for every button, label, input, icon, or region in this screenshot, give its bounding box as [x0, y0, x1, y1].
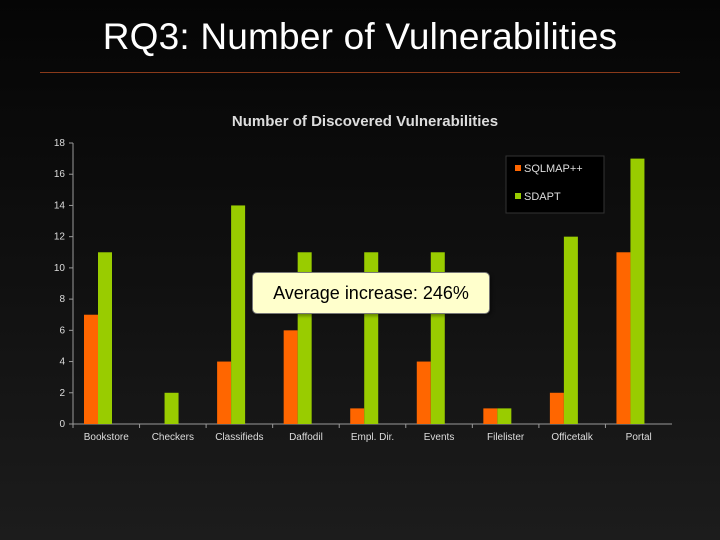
x-tick-label: Daffodil — [289, 432, 323, 443]
legend-swatch — [515, 165, 521, 171]
bar-sqlmap-classifieds — [217, 361, 232, 424]
y-tick-label: 0 — [59, 419, 65, 430]
y-tick-label: 16 — [54, 169, 66, 180]
x-tick-label: Empl. Dir. — [351, 432, 394, 443]
bar-sqlmap-events — [416, 361, 431, 424]
y-tick-label: 18 — [54, 138, 66, 149]
y-tick-label: 10 — [54, 263, 66, 274]
x-tick-label: Events — [424, 432, 455, 443]
x-tick-label: Checkers — [152, 432, 194, 443]
legend-label: SQLMAP++ — [524, 163, 583, 175]
y-tick-label: 14 — [54, 200, 66, 211]
x-tick-label: Filelister — [487, 432, 525, 443]
bar-sdapt-filelister — [497, 408, 512, 424]
x-tick-label: Bookstore — [84, 432, 129, 443]
y-tick-label: 6 — [59, 325, 65, 336]
bar-sdapt-bookstore — [98, 252, 112, 424]
x-tick-label: Portal — [626, 432, 652, 443]
y-tick-label: 12 — [54, 232, 66, 243]
x-tick-label: Classifieds — [215, 432, 263, 443]
bar-sdapt-officetalk — [563, 236, 578, 424]
bar-sqlmap-filelister — [483, 408, 498, 424]
bar-sqlmap-portal — [616, 252, 631, 424]
average-increase-callout: Average increase: 246% — [252, 272, 490, 314]
bar-sqlmap-officetalk — [549, 392, 564, 424]
chart-title: Number of Discovered Vulnerabilities — [232, 113, 498, 130]
bar-sqlmap-bookstore — [84, 314, 98, 424]
y-tick-label: 2 — [59, 388, 65, 399]
bar-sdapt-classifieds — [231, 205, 246, 424]
bar-sqlmap-empl-dir — [350, 408, 365, 424]
x-axis-labels: Bookstore Checkers Classifieds Daffodil Empl… — [84, 432, 652, 443]
legend-swatch — [515, 193, 521, 199]
x-tick-label: Officetalk — [551, 432, 593, 443]
y-tick-label: 4 — [59, 357, 65, 368]
bar-sdapt-checkers — [164, 392, 179, 424]
y-tick-label: 8 — [59, 294, 65, 305]
legend-box — [505, 155, 605, 214]
bar-sdapt-portal — [630, 158, 645, 424]
bar-sqlmap-daffodil — [283, 330, 298, 424]
title-divider — [40, 72, 680, 73]
legend-label: SDAPT — [524, 191, 561, 203]
slide-title: RQ3: Number of Vulnerabilities — [102, 16, 618, 57]
chart-legend: SQLMAP++ SDAPT — [505, 155, 605, 214]
